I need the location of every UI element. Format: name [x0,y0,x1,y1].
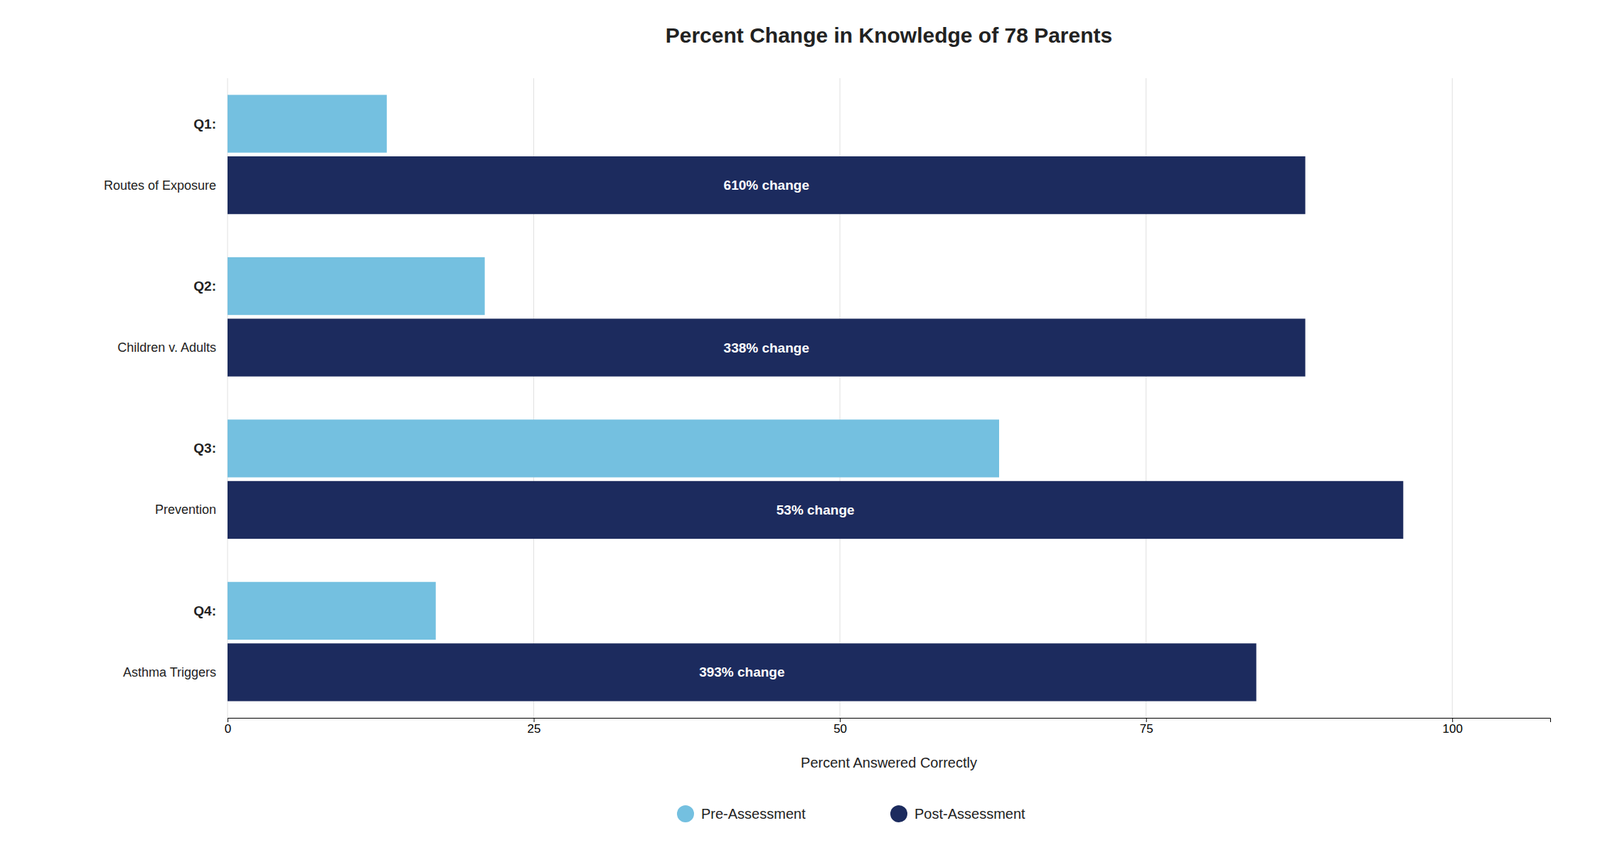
x-tick: 100 [1442,718,1463,736]
category-label: Q3: [193,440,217,456]
bars [227,94,1404,702]
bar [227,94,387,153]
x-tick: 75 [1139,718,1154,736]
bar-annotation: 338% change [723,340,810,356]
legend-label: Post-Assessment [914,806,1026,823]
bar-annotation: 610% change [723,177,810,193]
legend: Pre-Assessment Post-Assessment [676,805,1026,823]
bar [227,419,1000,478]
grid [227,78,1453,719]
x-tick: 0 [224,718,232,736]
bar [227,643,1257,702]
legend-swatch [890,805,908,823]
legend-swatch [676,805,695,823]
bar [227,582,436,640]
category-label: Q1: [193,116,217,132]
annotations: 610% change 338% change 53% change 393% cha… [699,177,855,680]
category-label: Q4: [193,603,217,619]
bar-annotation: 53% change [776,502,855,518]
plot-area: 610% change 338% change 53% change 393% cha… [103,78,1551,736]
x-tick-label: 0 [224,722,232,736]
bar-series [227,156,1404,702]
category-subtitle: Children v. Adults [117,340,217,355]
x-axis: 0 25 50 75 100 [224,718,1551,736]
bar [227,257,485,316]
bar [227,156,1306,215]
x-tick-label: 75 [1139,722,1154,736]
legend-label: Pre-Assessment [701,806,806,823]
grid-line [1452,78,1453,719]
bar-annotation: 393% change [699,664,785,680]
bar [227,318,1306,377]
legend-item: Pre-Assessment [676,805,806,823]
category-labels: Q1: Q2: Q3: Q4: Routes of Exposure Children v… [103,116,217,680]
x-tick-label: 25 [527,722,542,736]
category-subtitle: Prevention [155,502,217,517]
chart: 610% change 338% change 53% change 393% cha… [0,0,1600,860]
category-subtitle: Routes of Exposure [103,178,217,193]
bar [227,481,1404,540]
category-label: Q2: [193,278,217,294]
title: Percent Change in Knowledge of 78 Parent… [665,23,1113,47]
x-tick-label: 50 [833,722,847,736]
x-tick: 25 [527,718,542,736]
x-axis-title: Percent Answered Correctly [800,755,978,771]
category-subtitle: Asthma Triggers [123,665,217,680]
legend-item: Post-Assessment [890,805,1026,823]
x-tick-label: 100 [1442,722,1463,736]
x-tick: 50 [833,718,847,736]
x-axis-line [228,718,1551,724]
